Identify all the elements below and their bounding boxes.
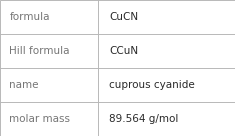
Text: cuprous cyanide: cuprous cyanide <box>109 80 195 90</box>
Text: 89.564 g/mol: 89.564 g/mol <box>109 114 179 124</box>
Text: name: name <box>9 80 39 90</box>
Text: CuCN: CuCN <box>109 12 138 22</box>
Text: molar mass: molar mass <box>9 114 70 124</box>
Text: Hill formula: Hill formula <box>9 46 70 56</box>
Text: formula: formula <box>9 12 50 22</box>
Text: CCuN: CCuN <box>109 46 138 56</box>
